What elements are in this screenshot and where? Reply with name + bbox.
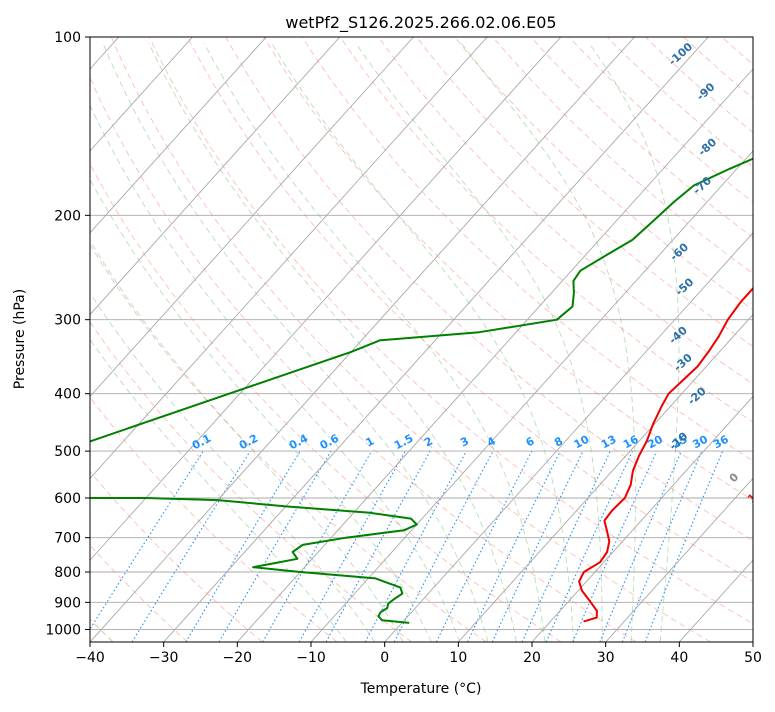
x-tick-label: 50	[744, 650, 762, 666]
y-tick-label: 100	[54, 30, 81, 46]
y-tick-label: 300	[54, 313, 81, 329]
y-tick-label: 400	[54, 387, 81, 403]
y-axis-label: Pressure (hPa)	[12, 289, 28, 389]
x-tick-label: 30	[597, 650, 615, 666]
x-tick-label: −30	[149, 650, 179, 666]
x-tick-label: 0	[380, 650, 389, 666]
x-tick-label: −40	[75, 650, 105, 666]
y-tick-label: 600	[54, 491, 81, 507]
x-tick-label: 10	[449, 650, 467, 666]
x-tick-label: −10	[296, 650, 326, 666]
x-tick-label: 20	[523, 650, 541, 666]
x-tick-label: −20	[223, 650, 253, 666]
y-tick-label: 700	[54, 531, 81, 547]
x-axis-label: Temperature (°C)	[360, 681, 482, 697]
y-tick-label: 200	[54, 208, 81, 224]
chart-title: wetPf2_S126.2025.266.02.06.E05	[285, 13, 556, 33]
y-tick-label: 800	[54, 565, 81, 581]
y-tick-label: 1000	[45, 622, 81, 638]
y-tick-label: 500	[54, 444, 81, 460]
y-tick-label: 900	[54, 595, 81, 611]
x-tick-label: 40	[670, 650, 688, 666]
